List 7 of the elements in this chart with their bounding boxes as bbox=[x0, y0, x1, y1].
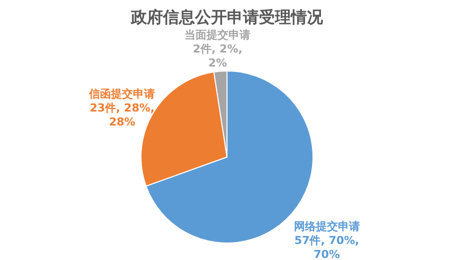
data-label: 23件, 28%, 28% bbox=[90, 102, 155, 129]
slice-label: 信函提交申请 bbox=[88, 88, 156, 101]
chart-title: 政府信息公开申请受理情况 bbox=[130, 7, 324, 26]
slice-label: 当面提交申请 bbox=[184, 28, 251, 42]
data-label: 57件, 70%, 70% bbox=[294, 234, 360, 260]
slice-label: 网络提交申请 bbox=[294, 220, 360, 234]
data-label: 2件, 2%, 2% bbox=[192, 42, 242, 70]
